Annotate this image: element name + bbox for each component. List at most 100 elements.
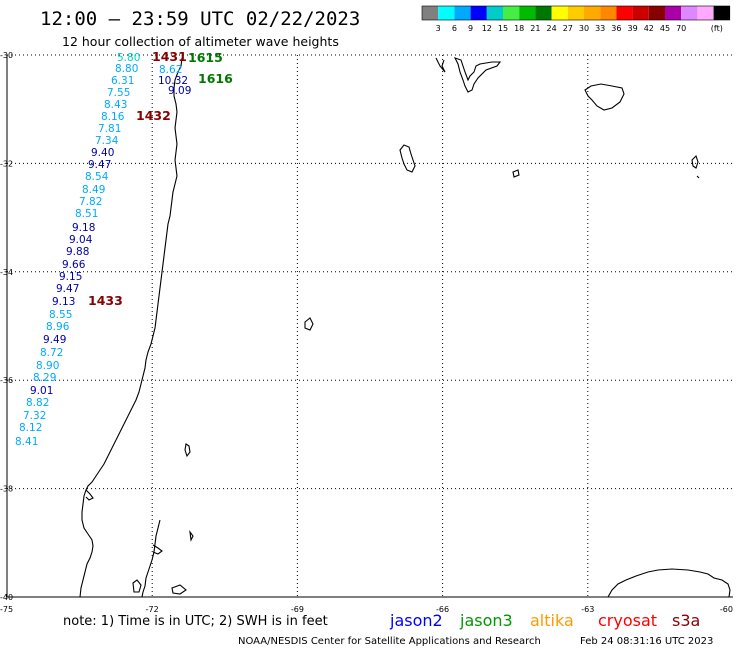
legend-swatch bbox=[438, 6, 455, 20]
wave-height-value: 9.40 bbox=[91, 147, 114, 159]
wave-height-value: 8.80 bbox=[115, 63, 138, 75]
latitude-tick-label: -40 bbox=[0, 593, 13, 602]
satellite-jason2-label: jason2 bbox=[389, 611, 443, 630]
wave-height-value: 8.62 bbox=[159, 64, 182, 76]
legend-swatch bbox=[422, 6, 439, 20]
wave-height-value: 8.55 bbox=[49, 309, 72, 321]
rio-de-la-plata-north bbox=[435, 57, 446, 73]
wave-height-value: 9.66 bbox=[62, 259, 86, 271]
legend-tick-label: 6 bbox=[452, 24, 457, 33]
lake-2 bbox=[189, 530, 194, 542]
chile-bay-1 bbox=[152, 544, 163, 555]
legend-tick-label: 42 bbox=[644, 24, 654, 33]
legend-swatch bbox=[584, 6, 601, 20]
wave-height-value: 8.96 bbox=[46, 321, 70, 333]
legend-tick-label: 33 bbox=[595, 24, 605, 33]
legend-tick-label: 3 bbox=[436, 24, 441, 33]
latitude-tick-label: -30 bbox=[0, 51, 13, 60]
wave-height-value: 7.55 bbox=[107, 87, 130, 99]
legend-tick-label: 24 bbox=[547, 24, 557, 33]
legend-tick-label: 39 bbox=[628, 24, 638, 33]
legend-tick-label: 45 bbox=[660, 24, 670, 33]
wave-height-value: 9.88 bbox=[66, 246, 89, 258]
satellite-pass-labels: 1431 1615 1616 1432 1433 bbox=[88, 49, 233, 308]
chiloe-north-1 bbox=[132, 579, 142, 593]
wave-height-value: 7.34 bbox=[95, 135, 119, 147]
latitude-tick-label: -38 bbox=[0, 485, 13, 494]
wave-height-value: 8.82 bbox=[26, 397, 49, 409]
legend-swatch bbox=[648, 6, 665, 20]
wave-height-value: 9.47 bbox=[56, 283, 79, 295]
wave-height-value: 9.18 bbox=[72, 222, 95, 234]
pass-time-label: 1431 bbox=[152, 49, 187, 64]
legend-tick-label: 36 bbox=[611, 24, 621, 33]
legend-swatch bbox=[713, 6, 730, 20]
longitude-tick-label: -72 bbox=[146, 605, 159, 614]
wave-height-value: 9.49 bbox=[43, 334, 66, 346]
legend-swatch bbox=[470, 6, 487, 20]
latitude-tick-label: -36 bbox=[0, 376, 13, 385]
wave-height-value: 9.15 bbox=[59, 271, 82, 283]
legend-tick-label: 18 bbox=[514, 24, 524, 33]
legend-swatch bbox=[632, 6, 649, 20]
legend-swatch bbox=[697, 6, 714, 20]
wave-height-value: 8.51 bbox=[75, 208, 98, 220]
wave-height-value: 9.09 bbox=[168, 85, 191, 97]
wave-height-value: 7.81 bbox=[98, 123, 121, 135]
lake-chiquita bbox=[399, 144, 416, 173]
wave-height-value: 8.54 bbox=[85, 171, 109, 183]
rio-de-la-plata-south bbox=[453, 57, 502, 93]
small-lake-2 bbox=[304, 317, 314, 331]
wave-height-value: 9.47 bbox=[88, 159, 111, 171]
arauco-peninsula bbox=[85, 489, 94, 501]
legend-tick-label: 21 bbox=[530, 24, 540, 33]
legend-swatch bbox=[665, 6, 682, 20]
pass-time-label: 1432 bbox=[136, 108, 171, 123]
longitude-tick-label: -69 bbox=[291, 605, 304, 614]
bahia-blanca-point bbox=[696, 175, 700, 179]
chile-coastline-inner bbox=[141, 519, 161, 598]
legend-tick-label: 15 bbox=[498, 24, 508, 33]
pass-time-label: 1615 bbox=[188, 50, 223, 65]
longitude-labels: -75 -72 -69 -66 -63 -60 bbox=[0, 605, 733, 614]
longitude-tick-label: -60 bbox=[720, 605, 733, 614]
legend-swatch bbox=[616, 6, 633, 20]
chiloe-north-2 bbox=[171, 584, 187, 595]
legend-tick-label: 9 bbox=[468, 24, 473, 33]
satellite-jason3-label: jason3 bbox=[459, 611, 513, 630]
legend-swatch bbox=[454, 6, 471, 20]
satellite-legend: jason2 jason3 altika cryosat s3a bbox=[389, 611, 700, 630]
wave-height-value: 8.49 bbox=[82, 184, 105, 196]
chile-coastline bbox=[79, 57, 183, 598]
lake-1 bbox=[184, 443, 191, 458]
satellite-altika-label: altika bbox=[530, 611, 574, 630]
wave-height-value: 7.82 bbox=[79, 196, 102, 208]
legend-swatch bbox=[681, 6, 698, 20]
wave-height-values: 5.808.80 8.626.31 10.329.097.558.438.167.8… bbox=[15, 52, 191, 448]
legend-swatch bbox=[535, 6, 552, 20]
legend-tick-label: 12 bbox=[482, 24, 492, 33]
wave-height-color-legend: 3 6 9 12 15 18 21 24 27 30 33 36 39 42 45 70 (ft) bbox=[421, 5, 731, 33]
wave-height-value: 10.32 bbox=[158, 75, 188, 87]
wave-height-value: 8.12 bbox=[19, 422, 42, 434]
map-title: 12:00 – 23:59 UTC 02/22/2023 bbox=[40, 8, 360, 30]
wave-height-value: 8.90 bbox=[36, 360, 59, 372]
latitude-tick-label: -32 bbox=[0, 159, 13, 168]
legend-border bbox=[421, 5, 731, 21]
legend-swatch bbox=[486, 6, 503, 20]
argentina-features bbox=[304, 57, 731, 598]
wave-height-value: 7.32 bbox=[23, 410, 46, 422]
longitude-tick-label: -63 bbox=[581, 605, 594, 614]
wave-height-value: 5.80 bbox=[117, 52, 140, 64]
legend-swatch bbox=[519, 6, 536, 20]
bahia-san-blas bbox=[607, 568, 731, 598]
wave-height-value: 8.16 bbox=[101, 111, 125, 123]
wave-height-value: 9.01 bbox=[30, 385, 53, 397]
latitude-labels: -30 -32 -34 -36 -38 -40 bbox=[0, 51, 13, 602]
small-lake-1 bbox=[512, 169, 520, 178]
wave-height-value: 8.29 bbox=[33, 372, 56, 384]
generated-timestamp: Feb 24 08:31:16 UTC 2023 bbox=[580, 636, 713, 647]
longitude-tick-label: -66 bbox=[436, 605, 449, 614]
longitude-tick-label: -75 bbox=[0, 605, 13, 614]
